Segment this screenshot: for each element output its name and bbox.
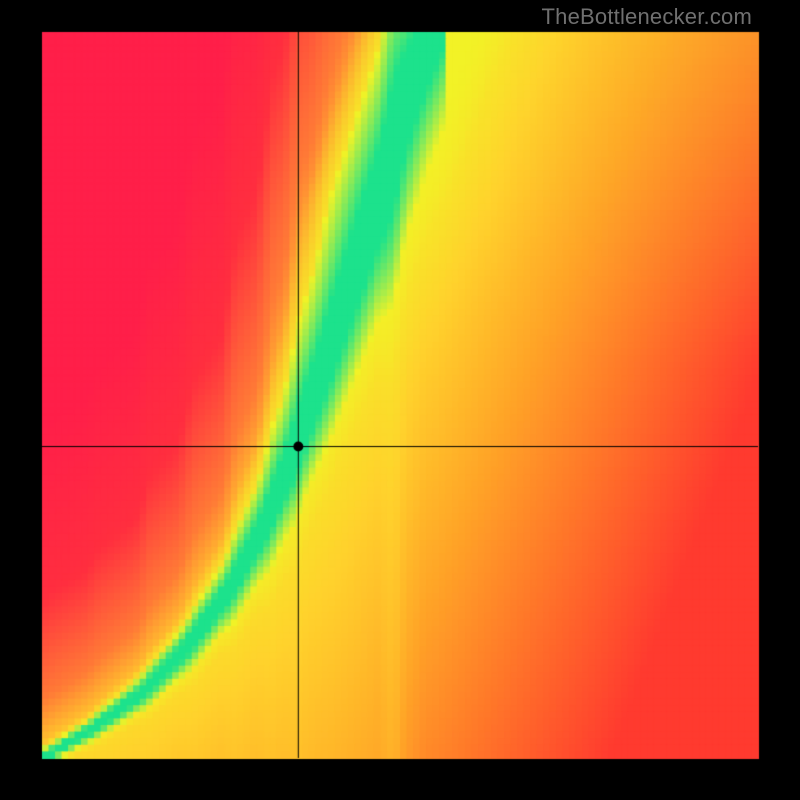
watermark-text: TheBottlenecker.com xyxy=(542,4,752,30)
bottleneck-heatmap xyxy=(0,0,800,800)
chart-frame: TheBottlenecker.com xyxy=(0,0,800,800)
